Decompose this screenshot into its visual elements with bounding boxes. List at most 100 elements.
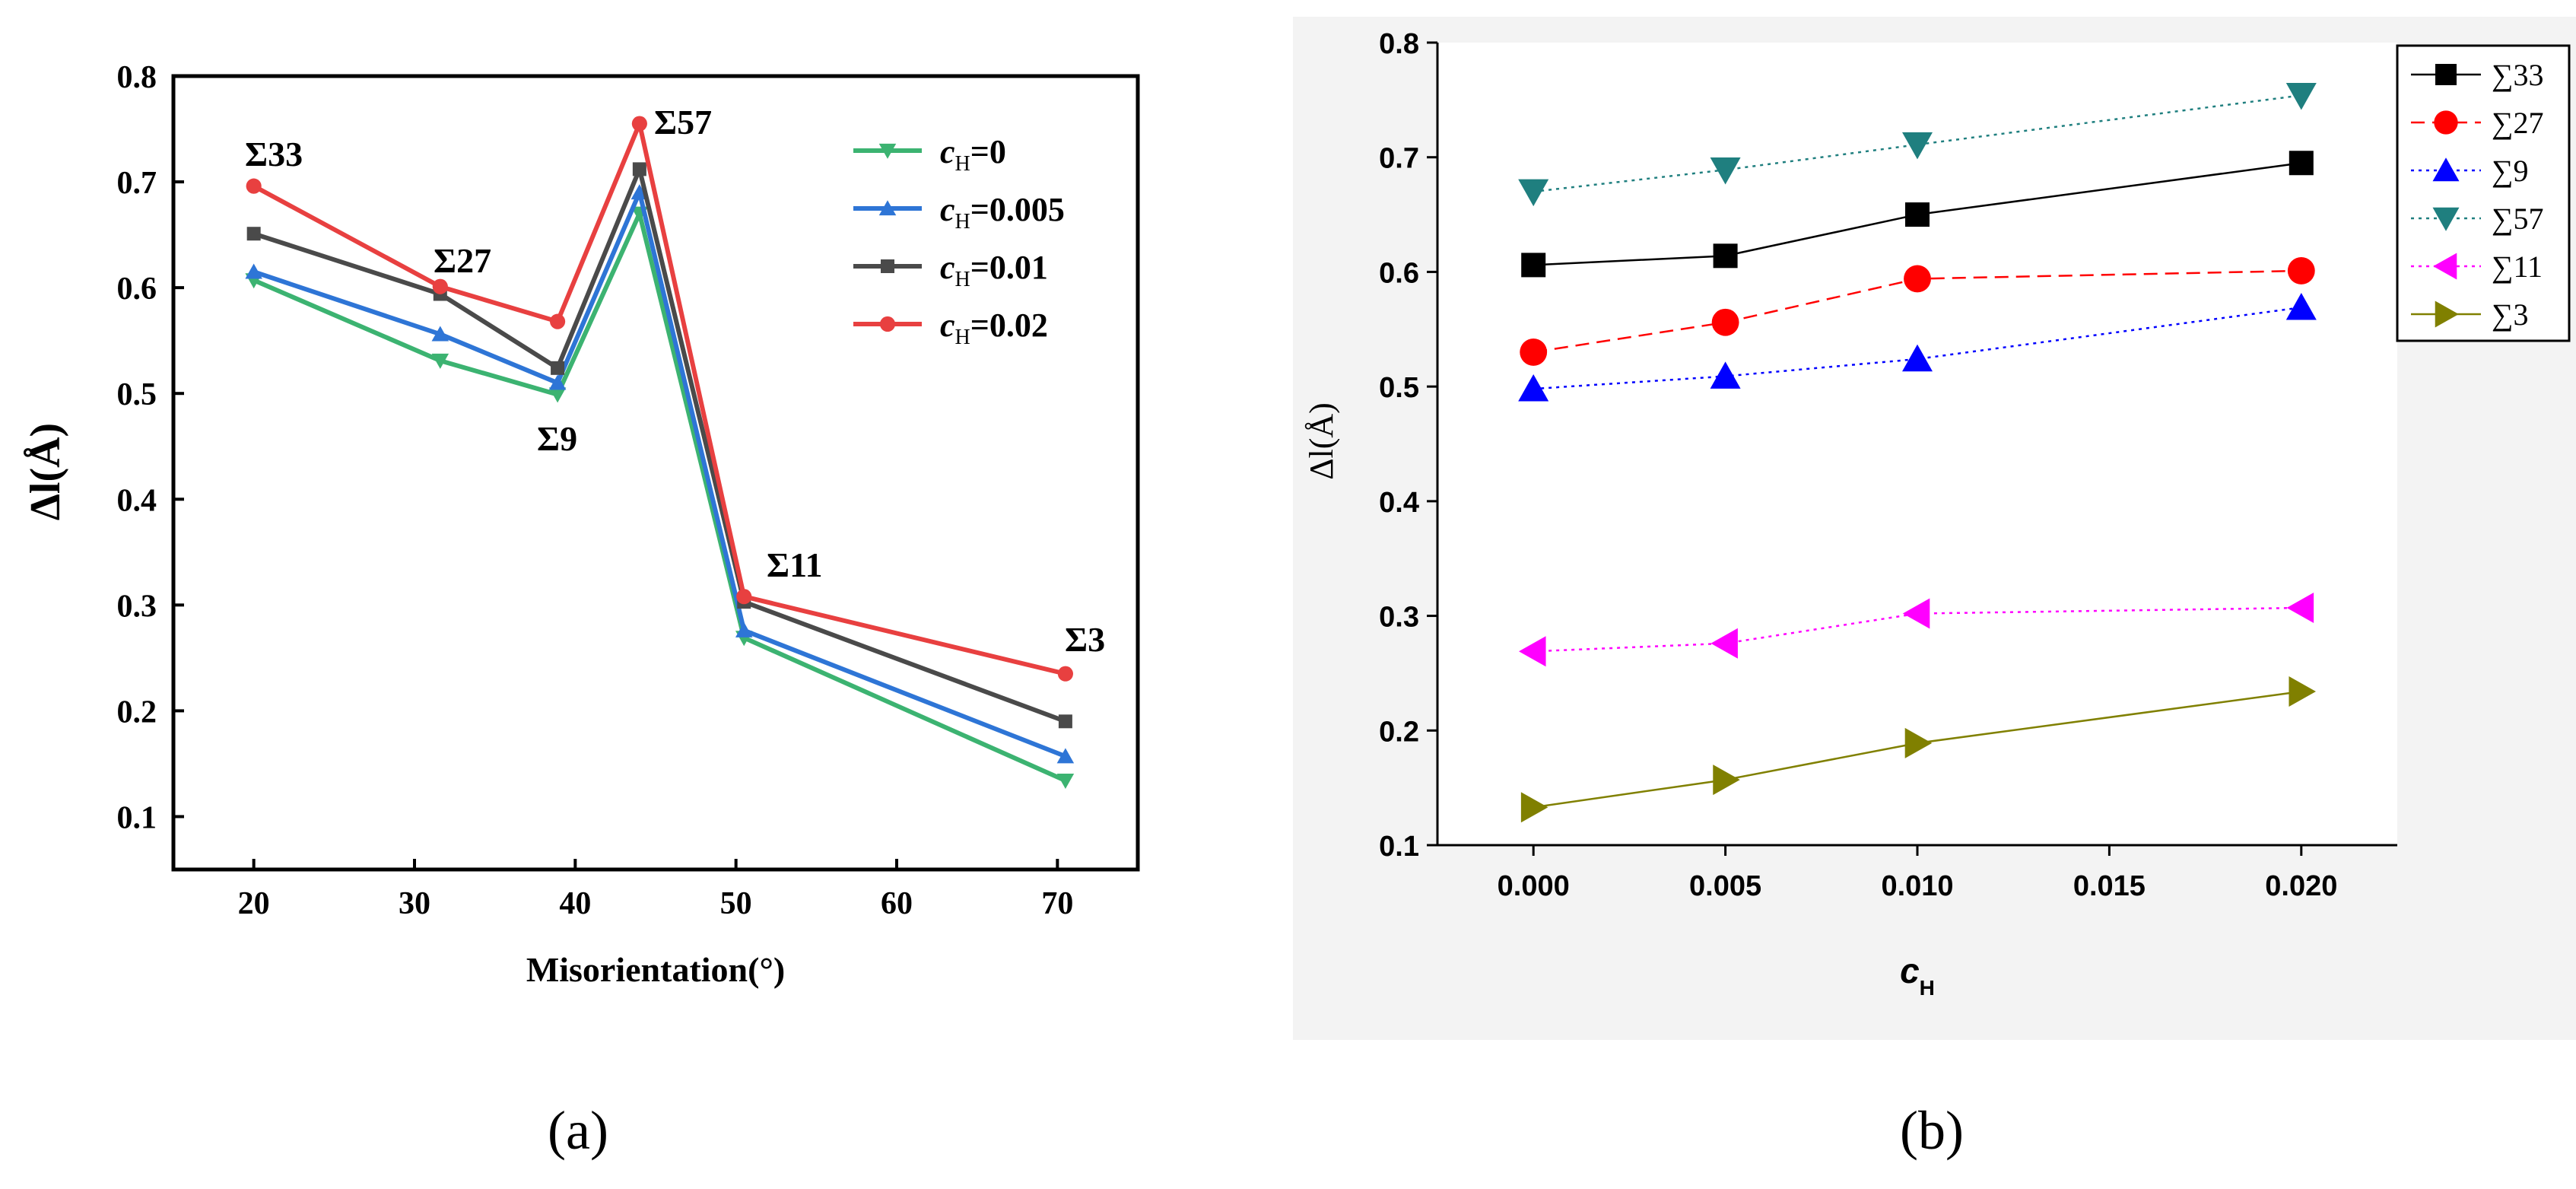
panel-b-legend-marker	[2435, 300, 2459, 328]
panel-b-y-tick-label: 0.1	[1379, 831, 1419, 863]
panel-a-data-point	[548, 374, 567, 390]
panel-a-data-point	[246, 178, 262, 194]
panel-b-data-point	[2285, 83, 2317, 110]
panel-a-x-tick-label: 60	[881, 886, 913, 921]
panel-b-series-5	[1520, 676, 2316, 823]
panel-b-data-point	[1902, 598, 1930, 629]
panel-a-data-point	[735, 622, 753, 637]
panel-a-legend-item: cH=0	[853, 133, 1006, 176]
panel-b-plot-area	[1437, 43, 2397, 845]
panel-a-legend-marker	[879, 316, 896, 332]
panel-b-series-3	[1518, 83, 2317, 207]
panel-a-legend-marker	[878, 143, 897, 159]
panel-a-legend-item: cH=0.01	[853, 249, 1048, 291]
panel-b-series-line	[1533, 606, 2301, 653]
panel-b-legend-item: ∑3	[2411, 297, 2529, 332]
panel-b-series-0	[1521, 151, 2314, 278]
panel-b-legend-item: ∑11	[2411, 250, 2543, 284]
panel-a-data-point	[431, 353, 449, 369]
panel-a-series-0	[245, 206, 1075, 789]
panel-b-data-point	[2287, 257, 2315, 285]
panel-a-data-point	[1058, 714, 1072, 729]
panel-a-x-tick-label: 30	[399, 886, 430, 921]
panel-a-legend-var: c	[940, 249, 955, 286]
panel-a-y-axis-label: Δl(Å)	[22, 423, 69, 520]
panel-a-y-tick-label: 0.8	[117, 60, 157, 95]
panel-a-label: (a)	[548, 1100, 608, 1161]
panel-a-data-point	[736, 589, 752, 605]
panel-b-data-point	[2285, 292, 2317, 320]
panel-b-series-1	[1520, 257, 2315, 366]
panel-a-legend-item: cH=0.005	[853, 191, 1065, 234]
panel-a-legend-var: c	[940, 191, 955, 228]
panel-a: 0.1 0.2 0.3 0.4 0.5 0.6 0.7 0.8 20 30 40 50 60 70 Σ3…	[22, 60, 1140, 1161]
panel-b-data-point	[1710, 157, 1741, 185]
panel-b-data-point	[1518, 374, 1549, 402]
panel-a-legend-sub: H	[955, 268, 970, 291]
panel-a-legend-marker	[881, 259, 894, 273]
panel-a-series-line	[253, 121, 1066, 676]
panel-a-data-point	[1056, 774, 1075, 789]
panel-a-x-tick-label: 20	[238, 886, 270, 921]
panel-b-data-point	[1710, 628, 1738, 659]
panel-b-legend-marker	[2432, 157, 2460, 182]
panel-a-annotations: Σ33 Σ27 Σ9 Σ57 Σ11 Σ3	[245, 103, 1105, 659]
panel-b-data-point	[2289, 151, 2314, 176]
panel-a-series-line	[253, 167, 1066, 724]
panel-a-data-point	[548, 387, 567, 403]
panel-b-data-point	[1902, 132, 1933, 160]
panel-a-data-point	[1056, 748, 1075, 764]
panel-b-legend-label: ∑3	[2492, 297, 2529, 332]
panel-a-annotation: Σ9	[537, 419, 577, 458]
panel-a-data-point	[431, 326, 449, 342]
panel-b-x-tick-label: 0.005	[1689, 870, 1761, 902]
panel-a-x-ticks: 20 30 40 50 60 70	[238, 859, 1073, 921]
panel-a-y-tick-label: 0.6	[117, 272, 157, 307]
panel-a-annotation: Σ27	[434, 241, 491, 280]
panel-a-series	[245, 116, 1075, 789]
panel-b-series-line	[1533, 269, 2301, 354]
panel-b-legend-label: ∑11	[2492, 250, 2543, 284]
panel-a-annotation: Σ33	[245, 135, 303, 173]
panel-b-x-axis-label-sub: H	[1920, 976, 1935, 1000]
panel-b-x-tick-label: 0.020	[2265, 870, 2337, 902]
panel-a-x-axis-label: Misorientation(°)	[526, 950, 785, 989]
panel-a-data-point	[246, 227, 261, 241]
panel-b-x-axis-label-var: c	[1900, 951, 1920, 990]
panel-a-x-tick-label: 40	[559, 886, 591, 921]
panel-b-x-tick-label: 0.010	[1881, 870, 1953, 902]
panel-b-series-line	[1533, 162, 2301, 266]
panel-b-legend-label: ∑9	[2492, 154, 2529, 188]
panel-a-data-point	[245, 263, 262, 279]
panel-a-plot-frame	[171, 74, 1140, 872]
panel-b-legend-label: ∑57	[2492, 202, 2544, 236]
panel-b: 0.1 0.2 0.3 0.4 0.5 0.6 0.7 0.8 0.000 0.005 0.010…	[1293, 17, 2576, 1161]
panel-a-series-1	[245, 184, 1075, 764]
panel-a-annotation: Σ11	[767, 545, 823, 584]
panel-b-y-tick-label: 0.5	[1379, 372, 1419, 404]
panel-a-legend-sub: H	[955, 210, 970, 234]
panel-b-data-point	[2286, 593, 2314, 624]
panel-a-x-tick-label: 70	[1041, 886, 1073, 921]
panel-b-series-line	[1533, 306, 2301, 390]
panel-b-data-point	[1713, 243, 1738, 269]
panel-b-data-point	[1520, 792, 1548, 823]
panel-a-legend-label: cH=0.01	[940, 249, 1048, 291]
panel-a-data-point	[632, 162, 646, 176]
panel-b-y-tick-label: 0.2	[1379, 716, 1419, 748]
panel-b-data-point	[1904, 265, 1931, 293]
panel-a-legend-val: =0.005	[970, 191, 1065, 228]
panel-b-y-tick-label: 0.3	[1379, 602, 1419, 634]
panel-b-series-line	[1533, 690, 2301, 809]
panel-a-legend-marker	[878, 200, 897, 216]
panel-b-data-point	[1519, 636, 1546, 667]
panel-b-legend-item: ∑9	[2411, 154, 2529, 188]
panel-b-data-point	[1904, 727, 1933, 758]
panel-b-data-point	[1521, 253, 1546, 278]
panel-a-legend-var: c	[940, 307, 955, 344]
panel-a-series-line	[253, 211, 1067, 783]
panel-b-data-point	[1713, 765, 1740, 796]
panel-b-x-tick-label: 0.015	[2073, 870, 2146, 902]
